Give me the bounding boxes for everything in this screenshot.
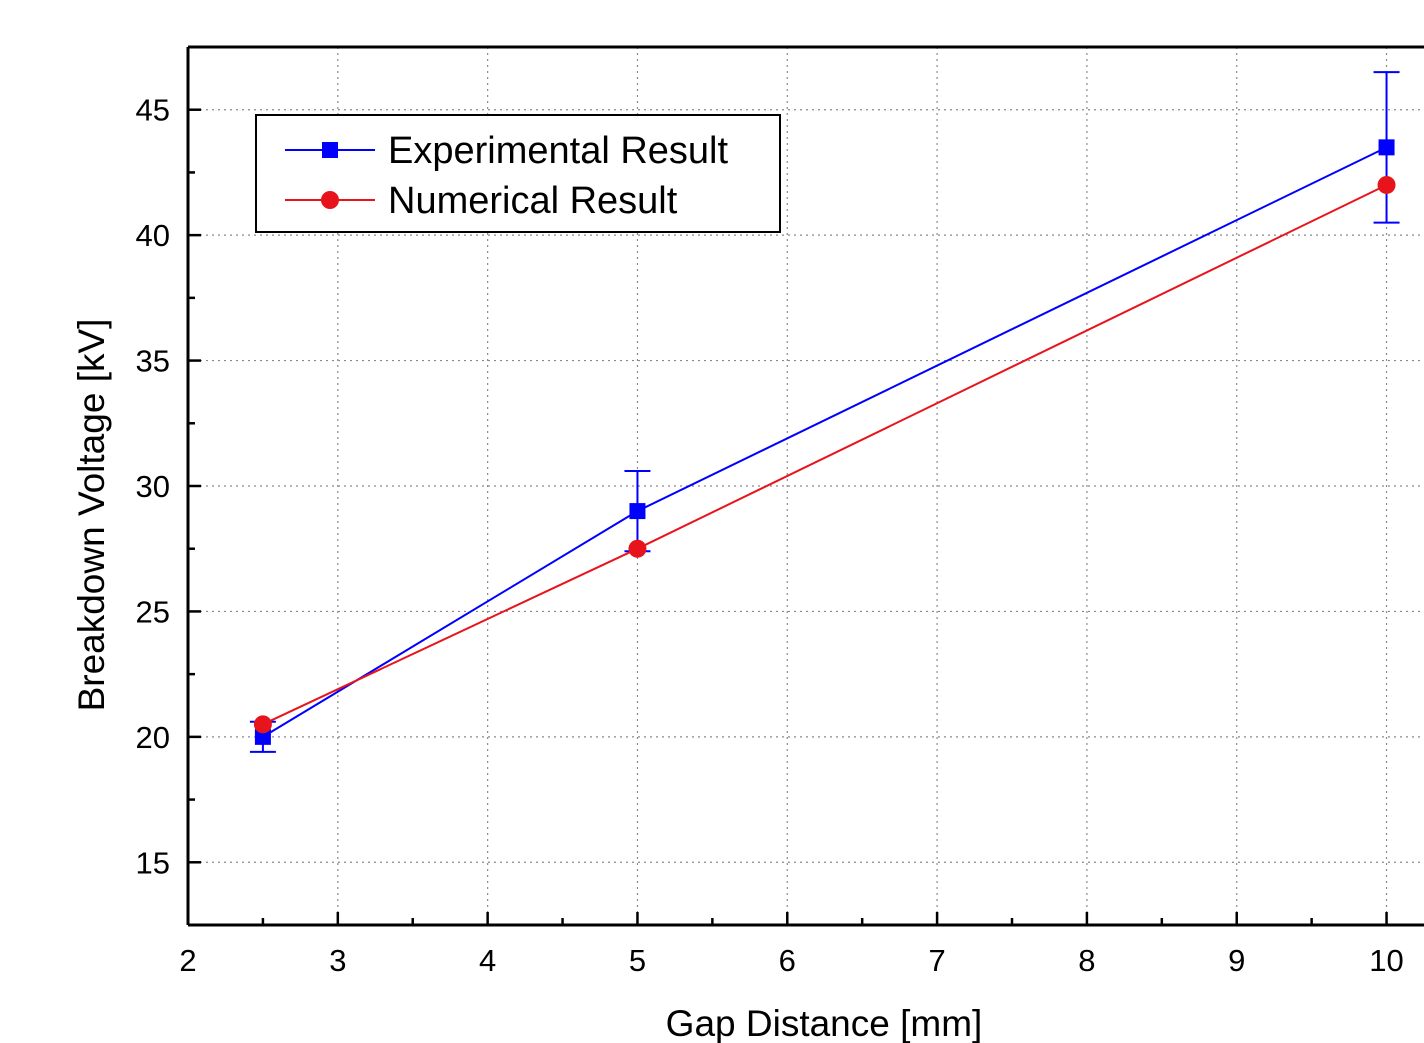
- x-tick-label: 10: [1369, 943, 1403, 978]
- y-tick-label: 40: [136, 218, 170, 253]
- x-tick-label: 6: [779, 943, 796, 978]
- plot-area: [249, 71, 1400, 753]
- x-tick-label: 4: [479, 943, 496, 978]
- x-tick-label: 9: [1228, 943, 1245, 978]
- y-tick-label: 20: [136, 720, 170, 755]
- x-tick-label: 7: [928, 943, 945, 978]
- y-tick-label: 35: [136, 344, 170, 379]
- x-axis-title: Gap Distance [mm]: [666, 1003, 983, 1043]
- series-0: [249, 71, 1400, 753]
- legend-label: Numerical Result: [388, 180, 678, 222]
- legend-box: [255, 114, 781, 233]
- x-tick-label: 2: [179, 943, 196, 978]
- y-axis-title: Breakdown Voltage [kV]: [71, 319, 112, 712]
- legend-marker: [321, 191, 339, 209]
- legend-marker: [322, 142, 338, 158]
- data-point: [1378, 139, 1395, 156]
- data-point: [629, 503, 646, 520]
- data-point: [1377, 175, 1396, 194]
- data-point: [253, 715, 272, 734]
- grid: [188, 47, 1424, 925]
- series-1: [253, 175, 1396, 734]
- y-tick-label: 15: [136, 845, 170, 880]
- y-tick-label: 25: [136, 594, 170, 629]
- data-point: [254, 728, 271, 745]
- y-tick-label: 45: [136, 93, 170, 128]
- x-tick-label: 3: [329, 943, 346, 978]
- data-point: [628, 539, 647, 558]
- y-tick-label: 30: [136, 469, 170, 504]
- legend: Experimental Result Numerical Result: [255, 114, 781, 233]
- x-tick-label: 5: [629, 943, 646, 978]
- x-tick-label: 8: [1078, 943, 1095, 978]
- legend-label: Experimental Result: [388, 130, 728, 172]
